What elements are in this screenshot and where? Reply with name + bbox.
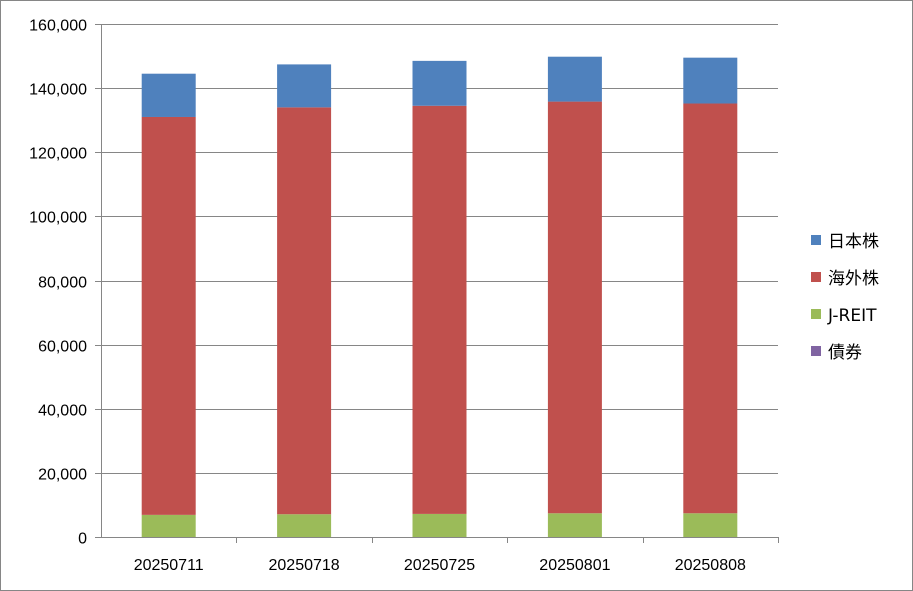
y-tick-label: 60,000 — [38, 339, 87, 356]
x-tick-label: 20250801 — [539, 557, 610, 574]
x-tick-label: 20250808 — [675, 557, 746, 574]
legend-item: 日本株 — [811, 232, 879, 252]
x-tick-label: 20250725 — [404, 557, 475, 574]
y-tick-label: 140,000 — [29, 82, 87, 99]
y-tick-label: 120,000 — [29, 146, 87, 163]
y-tick-label: 80,000 — [38, 275, 87, 292]
bar-segment — [141, 73, 196, 117]
y-tick-label: 20,000 — [38, 467, 87, 484]
bar-segment — [683, 103, 738, 514]
legend-swatch — [811, 346, 821, 356]
legend-label: 債券 — [828, 343, 862, 363]
legend-item: 債券 — [811, 343, 862, 363]
bar-segment — [141, 116, 196, 515]
x-tick-label: 20250711 — [134, 557, 204, 574]
bars — [141, 56, 738, 537]
x-axis-tick-labels: 20250711 20250718 20250725 20250801 20250808 — [134, 557, 746, 574]
legend-label: 海外株 — [828, 269, 879, 289]
bar-segment — [412, 513, 467, 537]
bar-segment — [141, 514, 196, 537]
y-tick-label: 40,000 — [38, 403, 87, 420]
bar-segment — [683, 57, 738, 104]
y-tick-label: 100,000 — [29, 210, 87, 227]
bar-segment — [412, 105, 467, 514]
legend-item: 海外株 — [811, 269, 879, 289]
legend-swatch — [811, 235, 821, 245]
legend-swatch — [811, 309, 821, 319]
bar-segment — [683, 513, 738, 537]
axes — [95, 24, 779, 543]
bar-segment — [277, 64, 332, 108]
bar-segment — [547, 101, 602, 514]
bar-segment — [277, 107, 332, 515]
bar-segment — [547, 513, 602, 537]
legend-swatch — [811, 272, 821, 282]
y-axis-tick-labels: 0 20,000 40,000 60,000 80,000 100,000 120,000 1… — [29, 18, 87, 548]
legend-label: J-REIT — [827, 306, 877, 326]
bar-segment — [412, 60, 467, 106]
y-tick-label: 0 — [78, 531, 87, 548]
bar-segment — [277, 514, 332, 537]
x-tick-label: 20250718 — [269, 557, 340, 574]
legend-label: 日本株 — [828, 232, 879, 252]
legend-item: J-REIT — [811, 306, 877, 326]
bar-segment — [547, 56, 602, 102]
y-tick-label: 160,000 — [29, 18, 87, 35]
